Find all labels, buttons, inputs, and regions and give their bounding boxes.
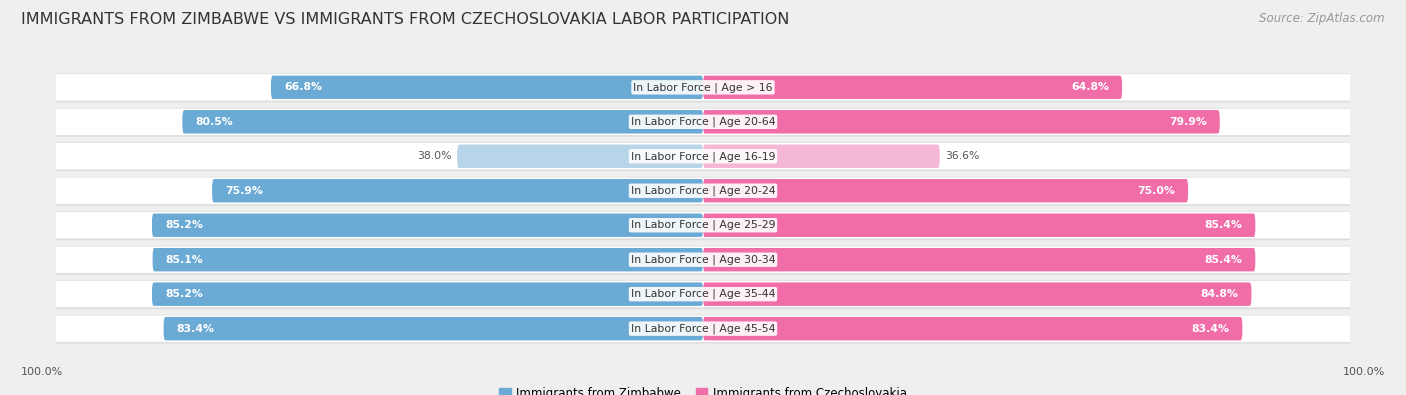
FancyBboxPatch shape	[271, 75, 703, 99]
Text: In Labor Force | Age 25-29: In Labor Force | Age 25-29	[631, 220, 775, 230]
Text: In Labor Force | Age 30-34: In Labor Force | Age 30-34	[631, 254, 775, 265]
FancyBboxPatch shape	[48, 109, 1361, 137]
FancyBboxPatch shape	[46, 108, 1360, 135]
FancyBboxPatch shape	[153, 248, 703, 271]
FancyBboxPatch shape	[48, 316, 1361, 344]
FancyBboxPatch shape	[48, 75, 1361, 102]
FancyBboxPatch shape	[163, 317, 703, 340]
FancyBboxPatch shape	[46, 246, 1360, 273]
Text: IMMIGRANTS FROM ZIMBABWE VS IMMIGRANTS FROM CZECHOSLOVAKIA LABOR PARTICIPATION: IMMIGRANTS FROM ZIMBABWE VS IMMIGRANTS F…	[21, 12, 789, 27]
FancyBboxPatch shape	[48, 213, 1361, 240]
Text: 83.4%: 83.4%	[1191, 324, 1229, 334]
Text: In Labor Force | Age 45-54: In Labor Force | Age 45-54	[631, 324, 775, 334]
FancyBboxPatch shape	[457, 145, 703, 168]
Text: 85.4%: 85.4%	[1205, 255, 1243, 265]
Text: In Labor Force | Age 35-44: In Labor Force | Age 35-44	[631, 289, 775, 299]
Text: 75.9%: 75.9%	[225, 186, 263, 196]
Text: In Labor Force | Age > 16: In Labor Force | Age > 16	[633, 82, 773, 92]
FancyBboxPatch shape	[703, 110, 1220, 134]
FancyBboxPatch shape	[152, 214, 703, 237]
FancyBboxPatch shape	[703, 317, 1243, 340]
Text: 64.8%: 64.8%	[1071, 82, 1109, 92]
Text: 100.0%: 100.0%	[1343, 367, 1385, 377]
FancyBboxPatch shape	[212, 179, 703, 203]
FancyBboxPatch shape	[703, 282, 1251, 306]
FancyBboxPatch shape	[703, 214, 1256, 237]
Text: In Labor Force | Age 20-24: In Labor Force | Age 20-24	[631, 186, 775, 196]
FancyBboxPatch shape	[703, 179, 1188, 203]
FancyBboxPatch shape	[46, 74, 1360, 101]
FancyBboxPatch shape	[46, 143, 1360, 170]
FancyBboxPatch shape	[152, 282, 703, 306]
FancyBboxPatch shape	[703, 248, 1256, 271]
Text: 85.1%: 85.1%	[166, 255, 204, 265]
Text: 66.8%: 66.8%	[284, 82, 322, 92]
FancyBboxPatch shape	[46, 177, 1360, 204]
FancyBboxPatch shape	[48, 247, 1361, 275]
Text: In Labor Force | Age 20-64: In Labor Force | Age 20-64	[631, 117, 775, 127]
Text: 85.4%: 85.4%	[1205, 220, 1243, 230]
Text: Source: ZipAtlas.com: Source: ZipAtlas.com	[1260, 12, 1385, 25]
FancyBboxPatch shape	[183, 110, 703, 134]
FancyBboxPatch shape	[703, 145, 939, 168]
FancyBboxPatch shape	[48, 144, 1361, 171]
FancyBboxPatch shape	[48, 282, 1361, 309]
FancyBboxPatch shape	[703, 75, 1122, 99]
Text: 85.2%: 85.2%	[165, 220, 202, 230]
Text: In Labor Force | Age 16-19: In Labor Force | Age 16-19	[631, 151, 775, 162]
FancyBboxPatch shape	[46, 212, 1360, 239]
Text: 100.0%: 100.0%	[21, 367, 63, 377]
Text: 38.0%: 38.0%	[418, 151, 453, 161]
Text: 85.2%: 85.2%	[165, 289, 202, 299]
Text: 83.4%: 83.4%	[177, 324, 215, 334]
FancyBboxPatch shape	[48, 179, 1361, 206]
FancyBboxPatch shape	[46, 315, 1360, 342]
Legend: Immigrants from Zimbabwe, Immigrants from Czechoslovakia: Immigrants from Zimbabwe, Immigrants fro…	[494, 382, 912, 395]
Text: 36.6%: 36.6%	[945, 151, 979, 161]
FancyBboxPatch shape	[46, 280, 1360, 308]
Text: 80.5%: 80.5%	[195, 117, 233, 127]
Text: 75.0%: 75.0%	[1137, 186, 1175, 196]
Text: 79.9%: 79.9%	[1168, 117, 1206, 127]
Text: 84.8%: 84.8%	[1201, 289, 1239, 299]
